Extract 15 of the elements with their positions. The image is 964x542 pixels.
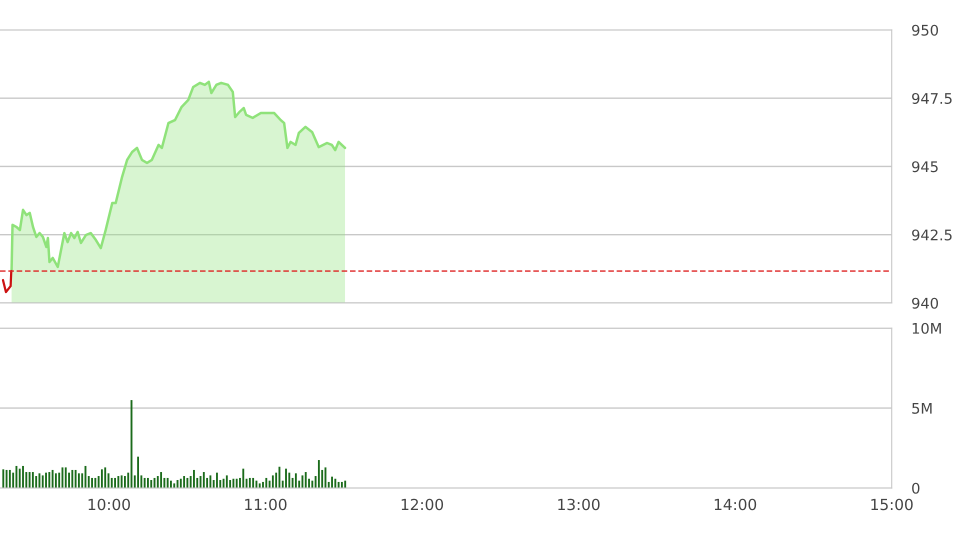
- y-tick-label: 950: [912, 24, 938, 36]
- y-tick-label: 945: [912, 161, 938, 172]
- x-tick-label: 10:00: [88, 498, 130, 510]
- x-tick-label: 14:00: [714, 498, 756, 510]
- y-tick-label: 0: [912, 482, 920, 494]
- x-tick-label: 11:00: [245, 498, 287, 510]
- y-tick-label: 940: [912, 298, 938, 309]
- y-tick-label: 947.5: [912, 92, 952, 104]
- x-tick-label: 15:00: [871, 498, 913, 510]
- y-tick-label: 5M: [912, 402, 932, 414]
- x-tick-label: 12:00: [402, 498, 444, 510]
- y-tick-label: 942.5: [912, 229, 952, 240]
- y-tick-label: 10M: [912, 322, 941, 334]
- line-series: [2, 270, 12, 294]
- x-tick-label: 13:00: [558, 498, 600, 510]
